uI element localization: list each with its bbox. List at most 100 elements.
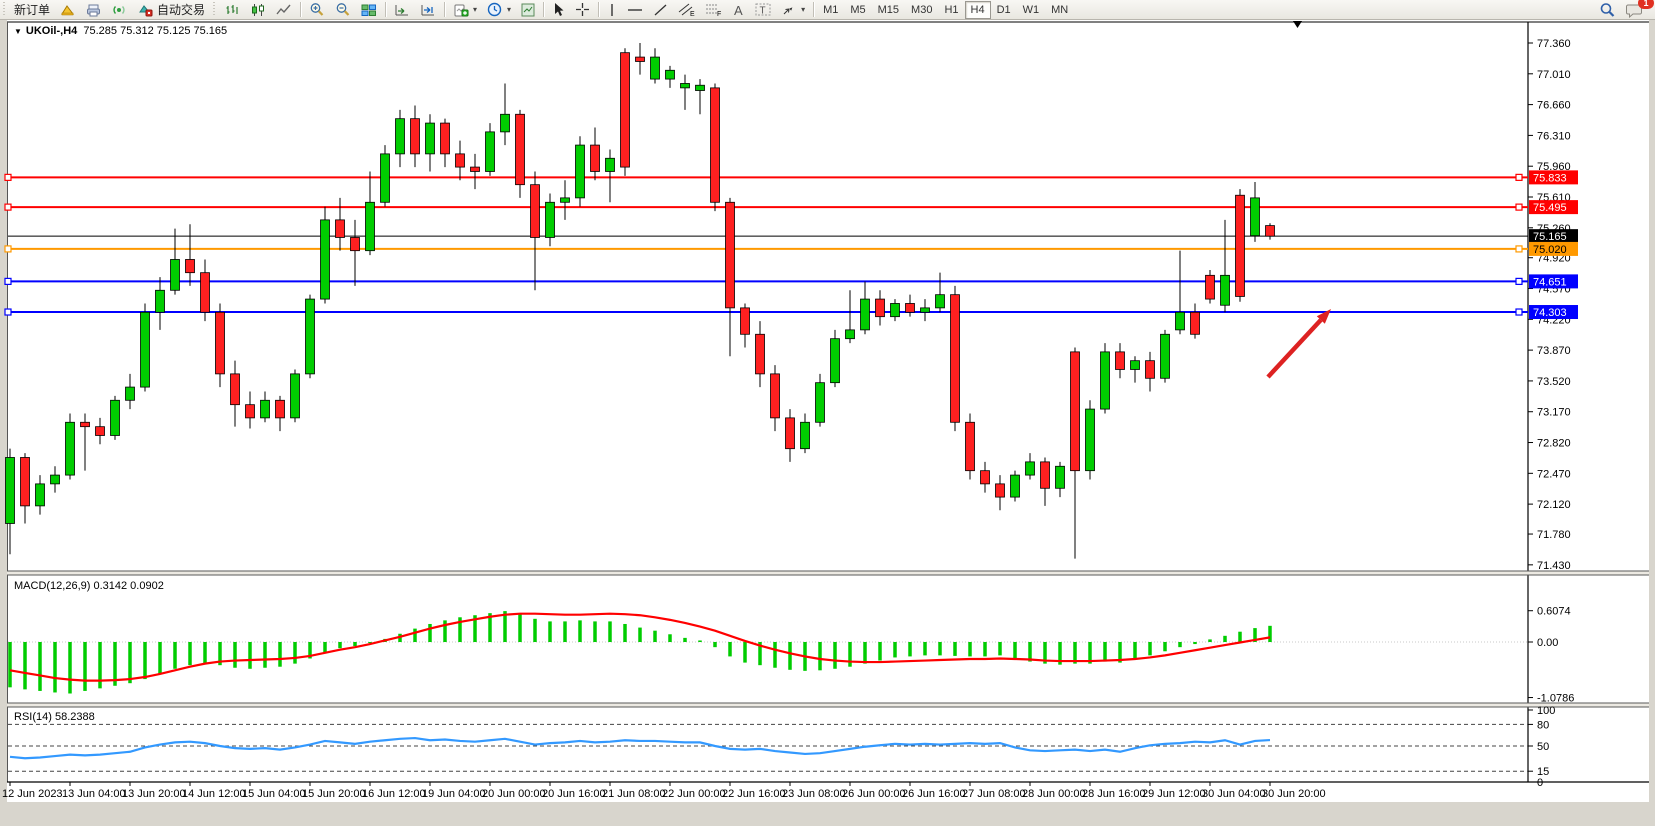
chart-window: ▼ UKOil-,H4 75.285 75.312 75.125 75.165 7… (0, 19, 1655, 826)
line-anchor-right[interactable] (1515, 277, 1523, 285)
timeframe-M1[interactable]: M1 (823, 3, 839, 16)
candle-body (305, 298, 315, 375)
horizontal-price-line[interactable]: 74.303 (4, 305, 1578, 320)
shift-end-icon[interactable] (389, 0, 415, 19)
price-tick-label: 72.820 (1537, 438, 1571, 450)
left-chrome (0, 19, 7, 826)
zoom-in-icon[interactable] (304, 0, 330, 19)
time-tick-label: 13 Jun 04:00 (62, 788, 126, 800)
candle-body (1250, 197, 1260, 237)
time-tick-label: 26 Jun 00:00 (842, 788, 906, 800)
price-tag (1529, 170, 1578, 185)
vertical-line-icon[interactable] (602, 0, 622, 19)
candle-body (875, 298, 885, 318)
candle-body (1040, 461, 1050, 489)
price-tick-label: 71.430 (1537, 560, 1571, 572)
candle-body (185, 259, 195, 274)
timeframe-H4[interactable]: H4 (964, 0, 991, 19)
toolbar-grip[interactable] (2, 2, 7, 17)
rsi-axis-label: 50 (1537, 741, 1549, 753)
bar-chart-icon[interactable] (219, 0, 245, 19)
toolbar-grip[interactable] (212, 2, 218, 17)
line-anchor-right[interactable] (1515, 308, 1523, 316)
timeframe-H1[interactable]: H1 (944, 3, 959, 16)
candle-body (20, 457, 30, 507)
timeframe-M15[interactable]: M15 (877, 3, 900, 16)
trendline-icon[interactable] (648, 0, 673, 19)
candle-body (1235, 194, 1245, 297)
candlestick-icon[interactable] (245, 0, 271, 19)
line-anchor-right[interactable] (1515, 203, 1523, 211)
cursor-icon[interactable] (547, 0, 570, 19)
timeframe-M5[interactable]: M5 (850, 3, 866, 16)
time-tick-label: 13 Jun 20:00 (122, 788, 186, 800)
crosshair-icon[interactable] (570, 0, 595, 19)
fibonacci-icon[interactable]: F (700, 0, 727, 19)
price-tick-label: 75.960 (1537, 161, 1571, 173)
line-chart-icon[interactable] (271, 0, 297, 19)
profiles-icon[interactable] (55, 0, 81, 19)
horizontal-price-line[interactable]: 75.833 (4, 170, 1578, 185)
timeframe-M30[interactable]: M30 (911, 3, 933, 16)
timeframe-D1[interactable]: D1 (996, 3, 1011, 16)
candle-body (560, 197, 570, 203)
time-tick-label: 15 Jun 20:00 (302, 788, 366, 800)
pane-splitter[interactable] (0, 703, 1655, 707)
candle-body (1025, 461, 1035, 476)
pane-splitter[interactable] (0, 571, 1655, 575)
macd-pane: 0.6074 0.00 -1.0786 MACD(12,26,9) 0.3142 0.… (8, 580, 1574, 705)
horizontal-price-line[interactable]: 75.495 (4, 200, 1578, 215)
add-indicator-icon[interactable]: ▾ (448, 0, 482, 19)
arrows-icon[interactable]: ▾ (776, 0, 810, 19)
label-icon[interactable]: T (750, 0, 776, 19)
auto-scroll-icon[interactable] (415, 0, 441, 19)
candle-body (800, 421, 810, 450)
candle-body (1145, 360, 1155, 379)
text-icon[interactable]: A (727, 0, 750, 19)
line-anchor-left[interactable] (4, 277, 12, 285)
chat-icon[interactable]: 1 (1621, 0, 1654, 19)
price-tag (1529, 200, 1578, 215)
line-anchor-left[interactable] (4, 245, 12, 253)
candle-body (845, 329, 855, 340)
candle-body (65, 421, 75, 476)
line-anchor-left[interactable] (4, 173, 12, 181)
line-anchor-left[interactable] (4, 203, 12, 211)
time-tick-label: 16 Jun 12:00 (362, 788, 426, 800)
line-anchor-right[interactable] (1515, 245, 1523, 253)
shift-marker-icon[interactable] (1293, 21, 1302, 28)
period-icon[interactable]: ▾ (482, 0, 516, 19)
template-icon[interactable] (516, 0, 540, 19)
horizontal-line-icon[interactable] (622, 0, 648, 19)
candle-body (1205, 274, 1215, 300)
candle-body (710, 87, 720, 203)
line-anchor-right[interactable] (1515, 173, 1523, 181)
chart-area[interactable]: 77.36077.01076.66076.31075.96075.61075.2… (0, 19, 1655, 826)
zoom-out-icon[interactable] (330, 0, 356, 19)
line-anchor-left[interactable] (4, 308, 12, 316)
search-icon[interactable] (1594, 0, 1621, 19)
timeframe-MN[interactable]: MN (1051, 3, 1069, 16)
annotation-arrow[interactable] (1266, 309, 1331, 379)
timeframe-W1[interactable]: W1 (1022, 3, 1040, 16)
candle-body (635, 56, 645, 62)
channel-icon[interactable]: E (673, 0, 700, 19)
horizontal-price-line[interactable]: 75.020 (4, 241, 1578, 256)
autotrade-button[interactable]: 自动交易 (133, 0, 210, 19)
candle-body (140, 311, 150, 388)
time-tick-label: 30 Jun 04:00 (1202, 788, 1266, 800)
new-order-button[interactable]: 新订单 (9, 0, 55, 19)
candle-body (905, 303, 915, 313)
signal-icon[interactable] (107, 0, 133, 19)
dropdown-arrow: ▾ (801, 5, 806, 14)
candle-body (95, 426, 105, 436)
timeframe-bar: M1 M5 M15 M30 H1 H4 D1 W1 MN (817, 0, 1074, 19)
tile-windows-icon[interactable] (356, 0, 382, 19)
candle-body (830, 338, 840, 384)
horizontal-price-line[interactable]: 74.651 (4, 274, 1578, 289)
price-tick-label: 73.170 (1537, 407, 1571, 419)
candle-body (665, 69, 675, 80)
print-icon[interactable] (81, 0, 107, 19)
